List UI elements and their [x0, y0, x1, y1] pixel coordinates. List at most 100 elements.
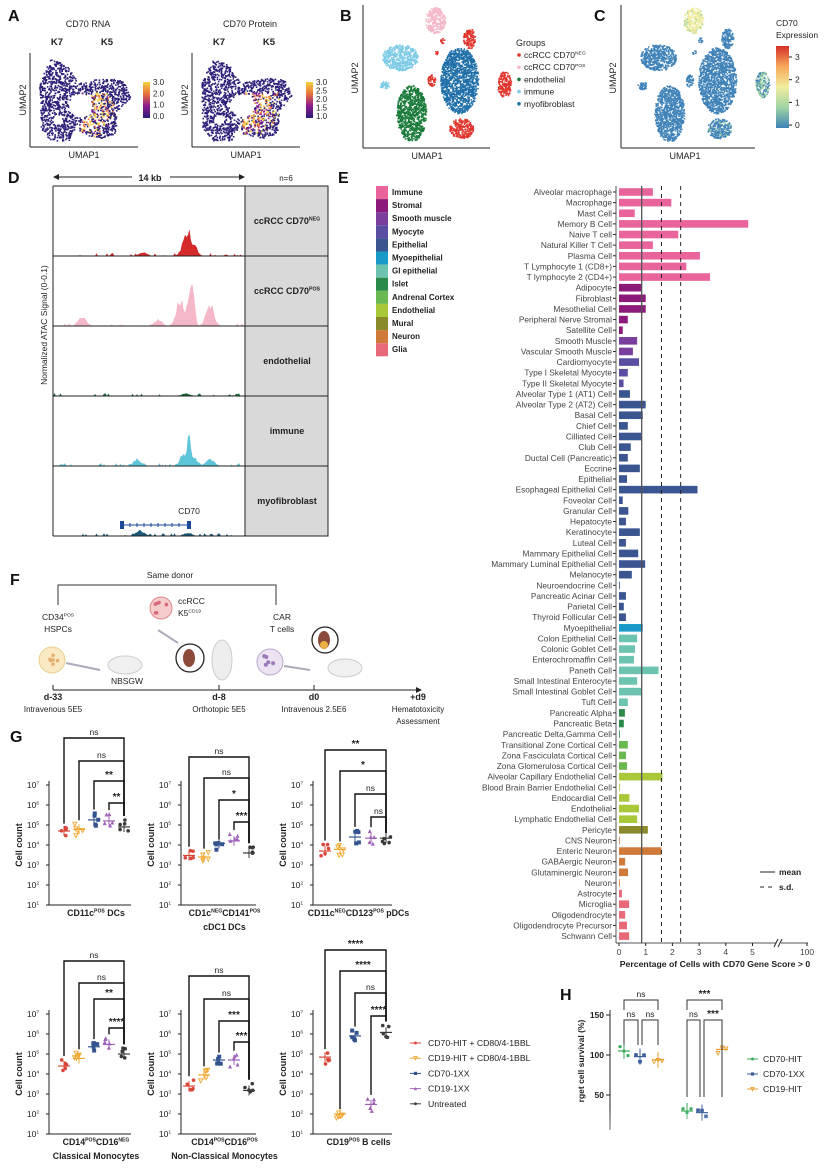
- cell-point: [262, 116, 264, 118]
- cell-point: [44, 78, 46, 80]
- cell-point: [89, 90, 91, 92]
- cell-point: [123, 89, 125, 91]
- cell-point: [111, 130, 113, 132]
- cell-point: [92, 135, 94, 137]
- cell-point: [457, 48, 459, 50]
- cell-point: [52, 81, 54, 83]
- cell-point: [84, 128, 86, 130]
- cell-point: [51, 127, 53, 129]
- cell-point: [71, 127, 73, 129]
- cell-point: [211, 120, 213, 122]
- cell-point: [243, 133, 245, 135]
- cell-point: [268, 88, 270, 90]
- plot-title: CD70 Protein: [223, 19, 277, 29]
- cell-point: [260, 80, 262, 82]
- cell-point: [428, 29, 430, 31]
- cell-point: [214, 111, 216, 113]
- cell-point: [280, 102, 282, 104]
- cell-point: [51, 122, 53, 124]
- cell-point: [238, 120, 240, 122]
- cell-point: [221, 124, 223, 126]
- cell-point: [49, 135, 51, 137]
- cell-point: [469, 79, 471, 81]
- cell-point: [96, 91, 98, 93]
- cell-point: [66, 71, 68, 73]
- cell-point: [47, 82, 49, 84]
- cell-point: [43, 88, 45, 90]
- cell-point: [77, 117, 79, 119]
- cell-point: [87, 132, 89, 134]
- cell-point: [98, 82, 100, 84]
- cell-point: [228, 75, 230, 77]
- cell-point: [212, 132, 214, 134]
- cell-point: [102, 109, 104, 111]
- cell-point: [52, 102, 54, 104]
- cell-point: [269, 123, 271, 125]
- cell-point: [105, 86, 107, 88]
- cell-point: [231, 133, 233, 135]
- cell-point: [397, 69, 399, 71]
- cell-point: [262, 95, 264, 97]
- cell-point: [107, 87, 109, 89]
- cell-point: [283, 105, 285, 107]
- cell-point: [262, 80, 264, 82]
- cell-point: [433, 8, 435, 10]
- cluster-label-k5: K5: [263, 37, 276, 48]
- cell-point: [104, 131, 106, 133]
- cell-point: [72, 91, 74, 93]
- cell-point: [236, 121, 238, 123]
- cell-point: [272, 122, 274, 124]
- cell-point: [86, 116, 88, 118]
- cell-point: [41, 83, 43, 85]
- cell-point: [280, 105, 282, 107]
- cell-point: [438, 26, 440, 28]
- cell-point: [79, 128, 81, 130]
- cell-point: [452, 88, 454, 90]
- cell-point: [101, 118, 103, 120]
- cell-point: [272, 112, 274, 114]
- cell-point: [66, 137, 68, 139]
- cell-point: [475, 90, 477, 92]
- cell-point: [203, 125, 205, 127]
- cell-point: [68, 68, 70, 70]
- cell-point: [58, 127, 60, 129]
- cell-point: [102, 93, 104, 95]
- cell-point: [251, 117, 253, 119]
- cell-point: [229, 135, 231, 137]
- cell-point: [274, 115, 276, 117]
- cell-point: [431, 13, 433, 15]
- cell-point: [203, 90, 205, 92]
- cell-point: [114, 103, 116, 105]
- cell-point: [80, 90, 82, 92]
- cell-point: [74, 124, 76, 126]
- cell-point: [442, 38, 444, 40]
- cell-point: [390, 51, 392, 53]
- cell-point: [459, 62, 461, 64]
- cell-point: [276, 97, 278, 99]
- cell-point: [46, 79, 48, 81]
- cell-point: [393, 61, 395, 63]
- cell-point: [224, 77, 226, 79]
- cell-point: [93, 99, 95, 101]
- cell-point: [464, 33, 466, 35]
- cell-point: [260, 88, 262, 90]
- cell-point: [72, 80, 74, 82]
- cell-point: [222, 99, 224, 101]
- cell-point: [263, 106, 265, 108]
- cell-point: [217, 140, 219, 142]
- cell-point: [90, 115, 92, 117]
- cell-point: [404, 68, 406, 70]
- cell-point: [95, 93, 97, 95]
- cell-point: [269, 120, 271, 122]
- cell-point: [65, 129, 67, 131]
- cell-point: [50, 123, 52, 125]
- cell-point: [106, 98, 108, 100]
- cell-point: [269, 103, 271, 105]
- cell-point: [53, 67, 55, 69]
- cell-point: [225, 116, 227, 118]
- cell-point: [213, 98, 215, 100]
- cell-point: [227, 89, 229, 91]
- cell-point: [121, 90, 123, 92]
- cell-point: [246, 85, 248, 87]
- cell-point: [99, 132, 101, 134]
